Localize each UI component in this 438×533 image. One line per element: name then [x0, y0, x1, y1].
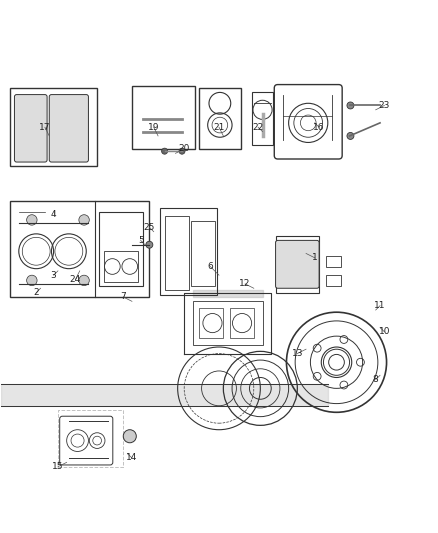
Circle shape	[123, 430, 136, 443]
Text: 16: 16	[313, 123, 325, 132]
Text: 22: 22	[253, 123, 264, 132]
Text: 14: 14	[126, 454, 138, 463]
Text: 5: 5	[138, 236, 144, 245]
Text: 10: 10	[378, 327, 390, 336]
Circle shape	[162, 148, 168, 154]
Bar	[199, 308, 223, 338]
Bar	[325, 256, 341, 266]
Bar	[252, 92, 273, 144]
Bar	[99, 212, 143, 286]
FancyBboxPatch shape	[14, 94, 47, 162]
Circle shape	[79, 275, 89, 286]
Text: 11: 11	[374, 301, 386, 310]
Circle shape	[347, 133, 354, 140]
Text: 23: 23	[379, 101, 390, 110]
Bar	[325, 275, 341, 286]
Bar	[165, 216, 188, 290]
Circle shape	[27, 215, 37, 225]
Bar	[199, 88, 241, 149]
Bar	[10, 201, 149, 297]
Circle shape	[146, 241, 153, 248]
Bar	[132, 86, 195, 149]
Text: 13: 13	[292, 349, 303, 358]
Bar	[230, 308, 254, 338]
Bar	[193, 301, 262, 345]
Text: 19: 19	[148, 123, 159, 132]
Text: 6: 6	[208, 262, 213, 271]
Text: 3: 3	[51, 271, 57, 280]
Bar	[191, 221, 215, 286]
Text: 20: 20	[179, 144, 190, 154]
FancyBboxPatch shape	[276, 240, 319, 288]
Circle shape	[27, 275, 37, 286]
Text: 8: 8	[373, 375, 378, 384]
Text: 15: 15	[52, 462, 64, 471]
Text: 21: 21	[213, 123, 225, 132]
Bar	[160, 208, 217, 295]
Bar	[10, 88, 97, 166]
Text: 12: 12	[240, 279, 251, 288]
Circle shape	[79, 215, 89, 225]
Circle shape	[347, 102, 354, 109]
Text: 2: 2	[33, 288, 39, 297]
Circle shape	[179, 148, 185, 154]
Text: 24: 24	[70, 275, 81, 284]
Bar	[276, 236, 319, 293]
Text: 1: 1	[312, 253, 318, 262]
Text: 4: 4	[51, 210, 57, 219]
Text: 17: 17	[39, 123, 51, 132]
FancyBboxPatch shape	[49, 94, 88, 162]
Bar	[104, 251, 138, 282]
Text: 7: 7	[120, 293, 126, 302]
Text: 25: 25	[144, 223, 155, 232]
